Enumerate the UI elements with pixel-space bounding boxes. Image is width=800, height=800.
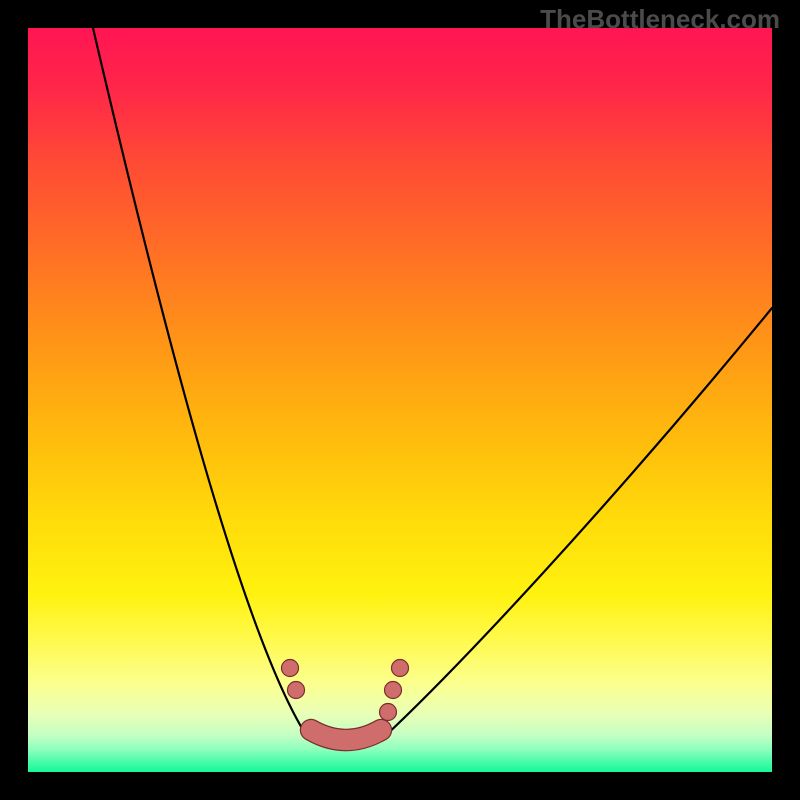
marker-dot [380,704,397,721]
marker-sausage-fill [311,730,381,740]
marker-dot [282,660,299,677]
marker-dot [392,660,409,677]
page-outer: TheBottleneck.com [0,0,800,800]
chart-svg [28,28,772,772]
marker-dot [288,682,305,699]
watermark-text: TheBottleneck.com [540,4,780,35]
marker-dot [385,682,402,699]
